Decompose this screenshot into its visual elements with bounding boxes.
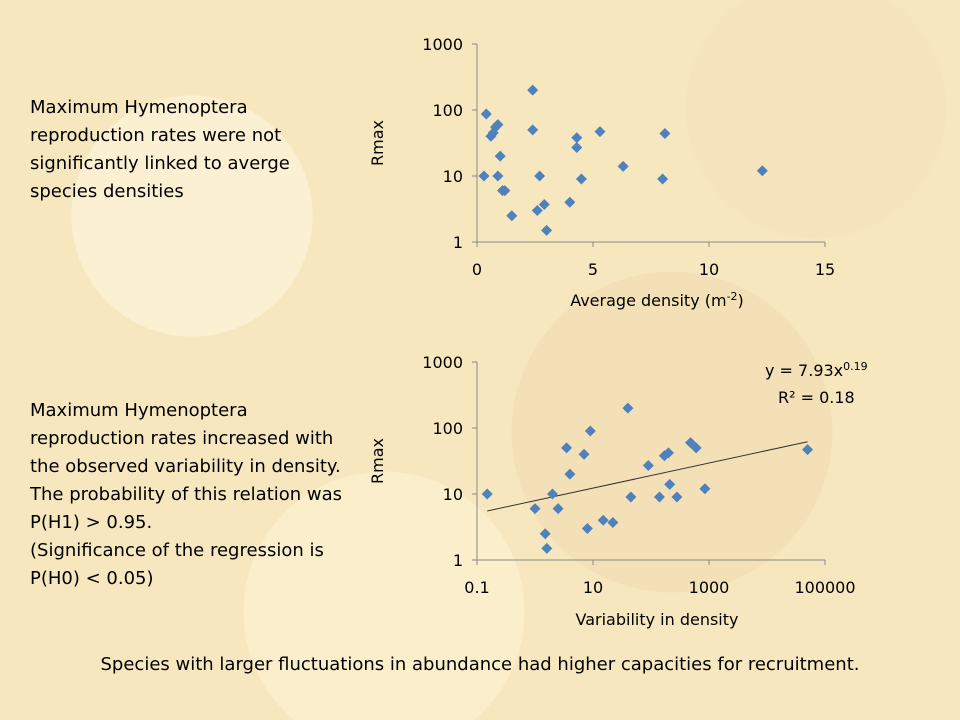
x-tick-label: 15 xyxy=(815,260,835,279)
x-axis-title: Average density (m-2) xyxy=(570,290,744,310)
data-point xyxy=(487,127,499,139)
data-point xyxy=(642,460,654,472)
y-tick-label: 10 xyxy=(443,485,463,504)
y-tick-label: 1 xyxy=(453,233,463,252)
data-point xyxy=(658,450,670,462)
data-point xyxy=(584,425,596,437)
x-tick-label: 10 xyxy=(583,578,603,597)
data-point xyxy=(538,198,550,210)
data-point xyxy=(527,84,539,96)
footer-conclusion: Species with larger fluctuations in abun… xyxy=(100,654,860,675)
data-point xyxy=(506,210,518,222)
data-point xyxy=(578,448,590,460)
y-tick-label: 100 xyxy=(432,419,463,438)
data-point xyxy=(539,528,551,540)
data-point xyxy=(541,542,553,554)
data-point xyxy=(662,447,674,459)
data-point xyxy=(659,128,671,140)
data-point xyxy=(552,503,564,515)
data-point xyxy=(481,488,493,500)
data-point xyxy=(494,150,506,162)
data-point xyxy=(478,170,490,182)
y-tick-label: 10 xyxy=(443,167,463,186)
x-tick-label: 1000 xyxy=(689,578,730,597)
x-tick-label: 10 xyxy=(699,260,719,279)
y-axis-title: Rmax xyxy=(368,438,387,484)
data-point xyxy=(664,478,676,490)
data-point xyxy=(575,173,587,185)
data-point xyxy=(571,132,583,144)
data-point xyxy=(625,491,637,503)
bottom-description: Maximum Hymenoptera reproduction rates i… xyxy=(30,397,360,593)
x-tick-label: 5 xyxy=(588,260,598,279)
data-point xyxy=(529,503,541,515)
data-point xyxy=(499,185,511,197)
y-tick-label: 100 xyxy=(432,101,463,120)
data-point xyxy=(541,224,553,236)
data-point xyxy=(699,483,711,495)
data-point xyxy=(594,126,606,138)
data-point xyxy=(657,173,669,185)
data-point xyxy=(653,491,665,503)
y-axis-title: Rmax xyxy=(368,120,387,166)
data-point xyxy=(617,160,629,172)
density-scatter-chart: 1 10 100 1000 0 5 10 15 Rmax Average density (m-2… xyxy=(368,35,835,310)
top-description: Maximum Hymenoptera reproduction rates w… xyxy=(30,97,290,202)
data-point xyxy=(564,468,576,480)
data-point xyxy=(581,523,593,535)
data-point xyxy=(527,124,539,136)
data-point xyxy=(802,444,814,456)
data-point xyxy=(564,196,576,208)
regression-equation: y = 7.93x0.19 xyxy=(765,360,868,380)
data-point xyxy=(492,170,504,182)
data-point xyxy=(534,170,546,182)
x-axis-title: Variability in density xyxy=(576,610,739,629)
data-point xyxy=(531,205,543,217)
x-tick-label: 0 xyxy=(472,260,482,279)
data-point xyxy=(756,165,768,177)
data-point xyxy=(490,121,502,133)
x-tick-label: 0.1 xyxy=(464,578,489,597)
data-point xyxy=(561,442,573,454)
data-point xyxy=(597,514,609,526)
data-point xyxy=(607,516,619,528)
data-point xyxy=(685,437,697,449)
y-tick-label: 1000 xyxy=(422,353,463,372)
data-point xyxy=(671,491,683,503)
data-point xyxy=(622,402,634,414)
trend-line xyxy=(487,441,808,512)
y-tick-label: 1000 xyxy=(422,35,463,54)
bottom-description-line-2: The probability of this relation was P(H… xyxy=(30,484,343,533)
r-squared-label: R² = 0.18 xyxy=(778,388,855,407)
bottom-description-line-1: Maximum Hymenoptera reproduction rates i… xyxy=(30,400,341,477)
y-tick-label: 1 xyxy=(453,551,463,570)
data-point xyxy=(690,442,702,454)
bottom-description-line-3: (Significance of the regression is P(H0)… xyxy=(30,540,324,589)
data-point xyxy=(546,488,558,500)
data-point xyxy=(571,142,583,154)
data-point xyxy=(480,108,492,120)
x-tick-label: 100000 xyxy=(794,578,855,597)
